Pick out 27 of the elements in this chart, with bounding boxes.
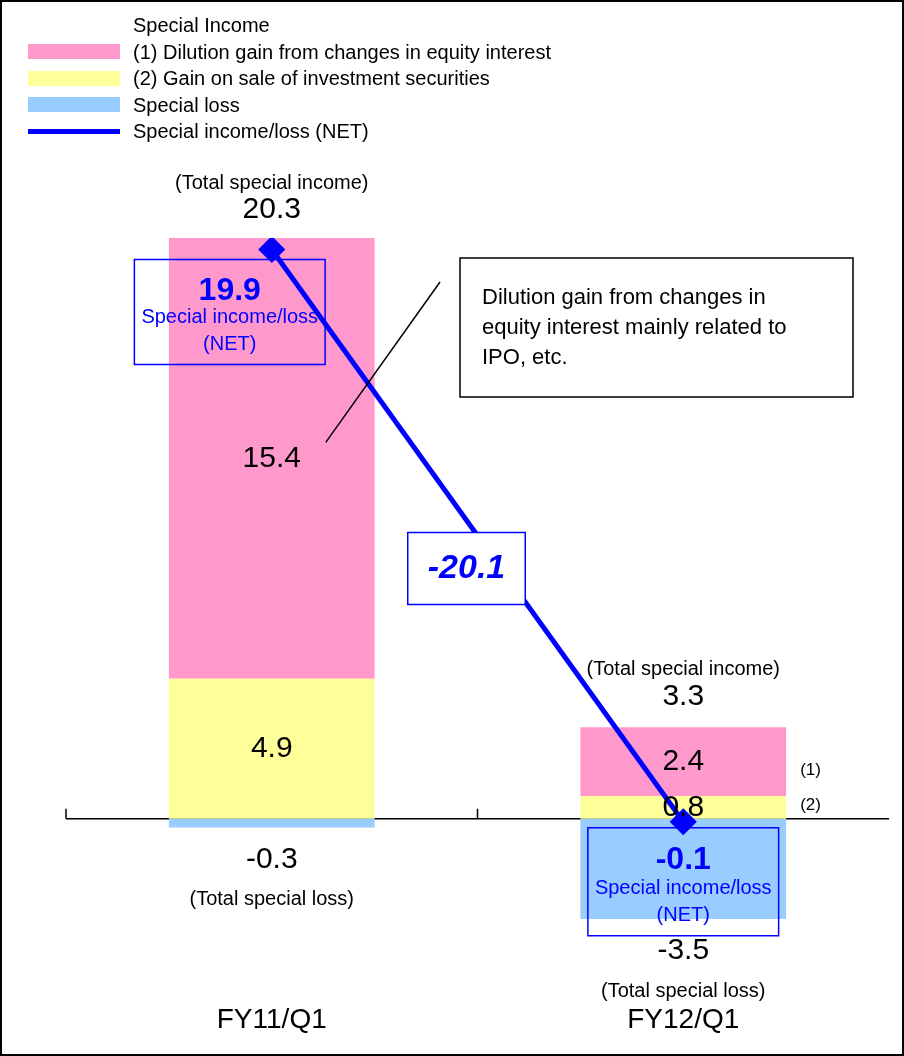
bar — [580, 727, 787, 796]
annotation: (1) — [800, 760, 821, 780]
annotation: (Total special loss) — [600, 978, 766, 1001]
data-label: 4.9 — [250, 730, 293, 764]
data-label: 15.4 — [242, 439, 301, 473]
annotation: Special income/loss (NET) — [594, 876, 772, 926]
legend-label: Special loss — [133, 92, 240, 118]
x-tick-label: FY12/Q1 — [627, 1002, 740, 1034]
annotation: (Total special income) — [175, 170, 369, 193]
annotation: (2) — [800, 795, 821, 815]
annotation: Dilution gain from changes in equity interest mainly related to IPO, etc. — [482, 283, 787, 369]
data-label: -0.3 — [245, 840, 298, 874]
data-label: -0.1 — [655, 839, 711, 876]
legend-label: Special income/loss (NET) — [133, 119, 369, 144]
x-tick-label: FY11/Q1 — [216, 1002, 327, 1034]
annotation: (Total special loss) — [189, 886, 355, 909]
legend-label: (1) Dilution gain from changes in equity interest — [133, 39, 551, 65]
annotation: 20.3 — [242, 191, 301, 225]
annotation: -20.1 — [427, 546, 506, 585]
legend-title: Special Income — [133, 13, 271, 38]
legend-label: (2) Gain on sale of investment securities — [133, 66, 490, 91]
bar — [168, 678, 375, 819]
annotation: (Total special income) — [586, 656, 780, 679]
data-label: 2.4 — [662, 742, 705, 776]
annotation: 3.3 — [662, 677, 705, 711]
data-label: -3.5 — [657, 932, 710, 966]
bar — [168, 818, 375, 828]
